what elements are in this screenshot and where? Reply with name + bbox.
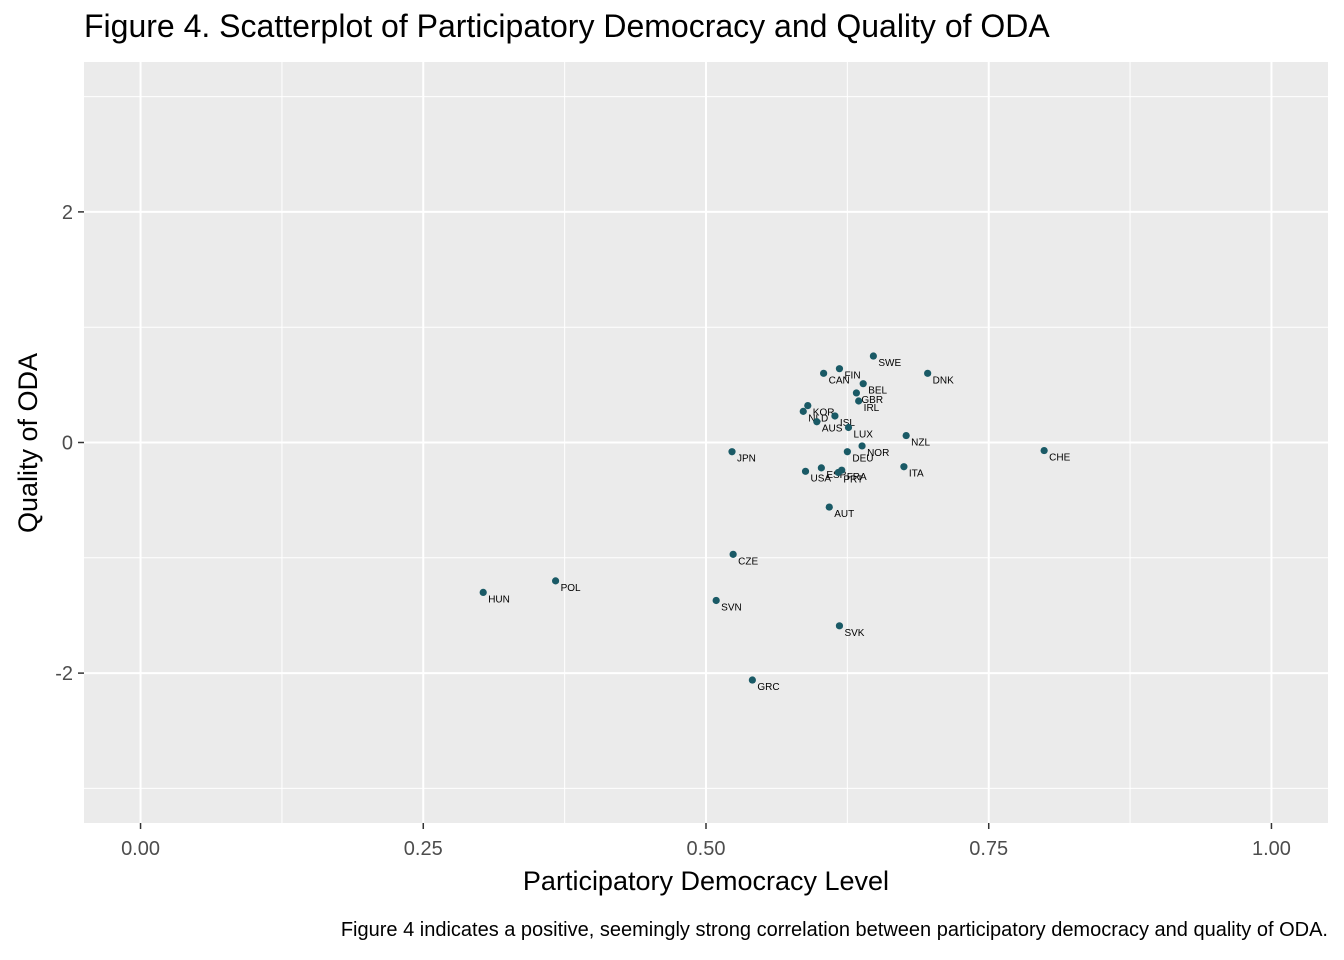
data-point-deu [843,448,851,456]
point-label-fra: FRA [847,472,867,483]
x-tick-label: 1.00 [1252,838,1291,860]
data-point-cze [729,550,737,558]
x-tick-label: 0.75 [969,838,1008,860]
x-tick-label: 0.50 [687,838,726,860]
chart-title: Figure 4. Scatterplot of Participatory D… [84,8,1050,44]
axis-ticks: 0.00 0.25 0.50 0.75 1.00 -2 0 2 [55,202,1291,860]
data-point-aus [813,418,821,426]
data-point-kor [804,402,812,410]
point-label-irl: IRL [864,403,880,414]
point-label-svn: SVN [721,602,742,613]
point-label-deu: DEU [852,454,873,465]
point-label-fin: FIN [844,371,860,382]
data-point-swe [869,352,877,360]
x-tick-label: 0.25 [404,838,443,860]
data-point-irl [855,397,863,405]
data-point-gbr [852,389,861,397]
data-point-svk [835,622,844,630]
point-label-cze: CZE [738,556,758,567]
grid-lines [84,62,1328,823]
data-point-jpn [728,448,736,456]
data-point-nor [858,442,866,450]
data-point-aut [825,503,833,511]
data-point-bel [859,380,867,388]
data-point-nzl [902,431,910,440]
data-point-ita [900,463,908,471]
point-label-can: CAN [829,375,850,386]
data-point-svn [712,596,720,605]
data-point-esp [817,464,825,472]
data-point-prt [834,468,842,477]
data-point-usa [801,467,810,475]
point-label-ita: ITA [909,469,924,480]
data-point-che [1040,446,1048,455]
point-label-dnk: DNK [933,375,954,386]
data-point-lux [844,423,853,432]
point-label-isl: ISL [840,418,855,429]
y-tick-label: 0 [62,433,73,455]
x-tick-label: 0.00 [121,838,160,860]
data-point-fin [835,365,844,373]
point-label-aut: AUT [834,509,854,520]
data-point-isl [831,412,839,420]
data-point-can [820,369,828,377]
point-label-hun: HUN [488,594,510,605]
point-label-swe: SWE [878,358,901,369]
data-point-hun [479,588,487,596]
y-axis-title: Quality of ODA [13,353,43,533]
point-label-usa: USA [811,473,832,484]
point-label-svk: SVK [844,628,864,639]
y-tick-label: 2 [62,202,73,224]
point-label-jpn: JPN [737,454,756,465]
point-label-bel: BEL [868,386,887,397]
point-label-nzl: NZL [911,438,930,449]
point-label-kor: KOR [813,408,835,419]
data-point-dnk [924,369,932,377]
data-point-nld [799,407,807,415]
chart-caption: Figure 4 indicates a positive, seemingly… [340,919,1328,941]
data-point-grc [748,676,756,684]
point-label-prt: PRT [843,474,863,485]
x-axis-title: Participatory Democracy Level [523,866,889,896]
point-label-grc: GRC [757,682,779,693]
data-points: SWEDNKFINCANBELGBRIRLKORNLDISLAUSLUXNZLN… [479,352,1071,693]
point-label-pol: POL [561,583,581,594]
point-label-lux: LUX [853,430,873,441]
point-label-che: CHE [1049,453,1070,464]
y-tick-label: -2 [55,663,73,685]
point-label-nor: NOR [867,448,889,459]
point-label-aus: AUS [822,424,843,435]
point-label-gbr: GBR [861,395,883,406]
data-point-pol [551,577,560,585]
